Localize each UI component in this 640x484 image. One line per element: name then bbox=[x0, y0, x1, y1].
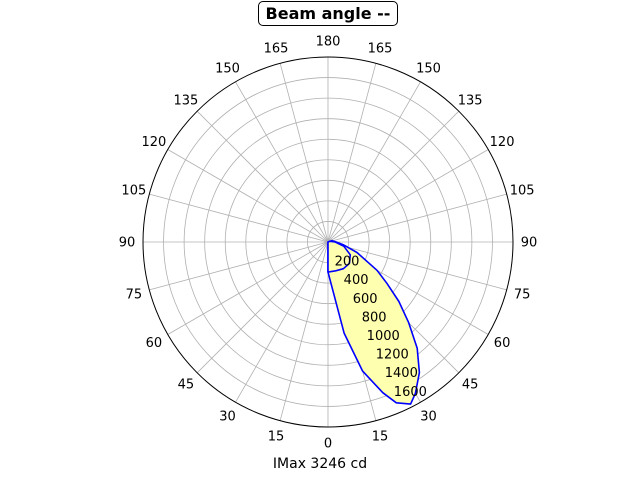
angular-gridline bbox=[149, 194, 328, 242]
angular-gridline bbox=[280, 63, 328, 242]
radial-tick-label: 1400 bbox=[385, 366, 418, 381]
angular-gridline bbox=[197, 111, 328, 242]
angular-gridline bbox=[280, 242, 328, 421]
radial-tick-label: 400 bbox=[344, 273, 369, 288]
angle-tick-label: 135 bbox=[458, 93, 483, 108]
angle-tick-label: 120 bbox=[142, 135, 167, 150]
angle-tick-label: 180 bbox=[316, 35, 341, 50]
angle-tick-label: 45 bbox=[178, 378, 195, 393]
radial-tick-label: 1200 bbox=[376, 348, 409, 363]
angle-tick-label: 75 bbox=[514, 288, 531, 303]
angle-tick-label: 105 bbox=[121, 183, 146, 198]
angular-gridline bbox=[328, 63, 376, 242]
angle-tick-label: 0 bbox=[324, 437, 332, 452]
angle-tick-label: 165 bbox=[368, 41, 393, 56]
angle-tick-label: 15 bbox=[268, 430, 285, 445]
angle-tick-label: 150 bbox=[416, 61, 441, 76]
x-axis-label: IMax 3246 cd bbox=[0, 456, 640, 472]
radial-tick-label: 200 bbox=[335, 255, 360, 270]
angle-tick-label: 60 bbox=[494, 336, 511, 351]
radial-tick-label: 1600 bbox=[394, 385, 427, 400]
angle-tick-label: 120 bbox=[490, 135, 515, 150]
angular-gridline bbox=[197, 242, 328, 373]
chart-title: Beam angle -- bbox=[258, 1, 398, 26]
angular-gridline bbox=[149, 242, 328, 290]
radial-tick-label: 800 bbox=[362, 310, 387, 325]
angle-tick-label: 30 bbox=[219, 410, 236, 425]
angle-tick-label: 90 bbox=[119, 236, 136, 251]
angle-tick-label: 30 bbox=[420, 410, 437, 425]
angle-tick-label: 150 bbox=[215, 61, 240, 76]
angle-tick-label: 75 bbox=[126, 288, 143, 303]
angular-gridline bbox=[328, 194, 507, 242]
radial-tick-label: 600 bbox=[353, 292, 378, 307]
angle-tick-label: 165 bbox=[264, 41, 289, 56]
angular-gridline bbox=[328, 111, 459, 242]
angle-tick-label: 15 bbox=[372, 430, 389, 445]
angle-tick-label: 90 bbox=[521, 236, 538, 251]
radial-tick-label: 1000 bbox=[367, 329, 400, 344]
angle-tick-label: 60 bbox=[146, 336, 163, 351]
angle-tick-label: 135 bbox=[173, 93, 198, 108]
angle-tick-label: 45 bbox=[462, 378, 479, 393]
angle-tick-label: 105 bbox=[510, 183, 535, 198]
